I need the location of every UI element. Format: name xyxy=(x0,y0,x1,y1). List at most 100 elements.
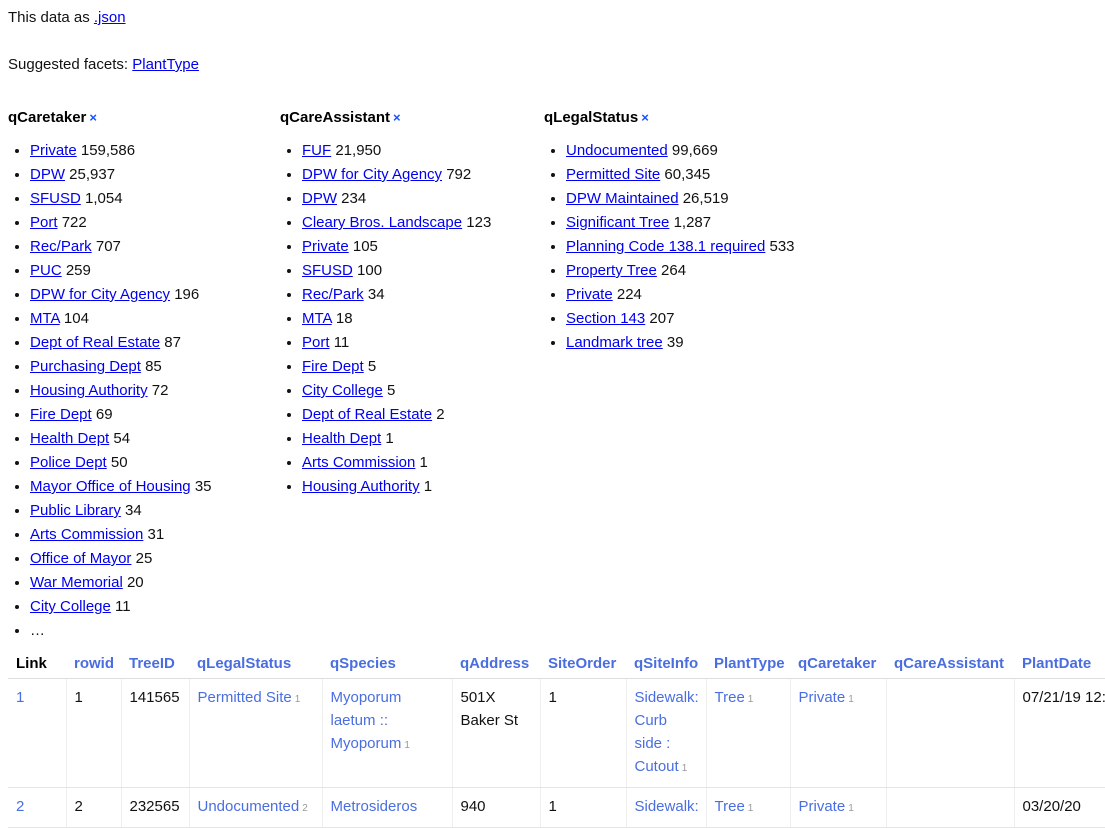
facet-item-count: 35 xyxy=(194,478,212,495)
facet-item-link[interactable]: Permitted Site xyxy=(566,166,661,183)
value-count: 2 xyxy=(302,803,308,814)
facet-item-link[interactable]: Port xyxy=(302,334,330,351)
facet-group-qcaretaker: qCaretaker× Private 159,586 DPW 25,937 S… xyxy=(8,108,278,643)
facet-item-link[interactable]: Undocumented xyxy=(566,142,668,159)
facet-item-count: 1,287 xyxy=(673,214,712,231)
facet-item: FUF 21,950 xyxy=(302,139,550,163)
facet-item-link[interactable]: Private xyxy=(302,238,349,255)
facet-item-link[interactable]: Rec/Park xyxy=(30,238,92,255)
facet-value-link[interactable]: Sidewalk: Curb side : Cutout xyxy=(634,689,699,775)
facet-item-link[interactable]: Private xyxy=(30,142,77,159)
facet-item-link[interactable]: Fire Dept xyxy=(302,358,364,375)
facet-item-link[interactable]: City College xyxy=(302,382,383,399)
column-header-qcareassistant[interactable]: qCareAssistant xyxy=(886,655,1014,679)
cell-rowid: 1 xyxy=(65,678,121,788)
facet-item-link[interactable]: War Memorial xyxy=(30,574,123,591)
facet-item-link[interactable]: Section 143 xyxy=(566,310,646,327)
facet-item-link[interactable]: Rec/Park xyxy=(302,286,364,303)
facet-item-link[interactable]: DPW xyxy=(30,166,65,183)
facet-item-link[interactable]: Property Tree xyxy=(566,262,657,279)
facet-item: Mayor Office of Housing 35 xyxy=(30,475,278,499)
facet-item-link[interactable]: Private xyxy=(566,286,613,303)
suggested-facet-planttype[interactable]: PlantType xyxy=(132,56,199,73)
facet-item-link[interactable]: Dept of Real Estate xyxy=(302,406,433,423)
facet-item: Undocumented 99,669 xyxy=(566,139,884,163)
column-header-qspecies[interactable]: qSpecies xyxy=(322,655,452,679)
facet-item-link[interactable]: DPW for City Agency xyxy=(30,286,171,303)
facet-item-count: 85 xyxy=(145,358,162,375)
facet-item-link[interactable]: DPW Maintained xyxy=(566,190,679,207)
row-link[interactable]: 1 xyxy=(16,689,25,706)
facet-item-link[interactable]: DPW for City Agency xyxy=(302,166,443,183)
facet-value-link[interactable]: Tree xyxy=(714,689,745,706)
column-header-qcaretaker[interactable]: qCaretaker xyxy=(790,655,886,679)
column-header-planttype[interactable]: PlantType xyxy=(706,655,790,679)
export-json-link[interactable]: .json xyxy=(93,9,126,26)
facet-item-link[interactable]: PUC xyxy=(30,262,62,279)
facet-item-link[interactable]: City College xyxy=(30,598,111,615)
facet-item-link[interactable]: MTA xyxy=(30,310,60,327)
cell-link: 1 xyxy=(8,678,66,788)
facet-item-count: 11 xyxy=(333,334,350,351)
facet-value-link[interactable]: Private xyxy=(798,689,846,706)
remove-facet-icon[interactable]: × xyxy=(393,110,401,125)
facet-item: Dept of Real Estate 2 xyxy=(302,403,550,427)
facet-item-link[interactable]: Health Dept xyxy=(302,430,382,447)
facet-item-link[interactable]: Cleary Bros. Landscape xyxy=(302,214,463,231)
facet-item-link[interactable]: Mayor Office of Housing xyxy=(30,478,191,495)
cell-qcareassistant xyxy=(885,678,1014,788)
column-header-qlegalstatus[interactable]: qLegalStatus xyxy=(189,655,322,679)
column-header-rowid[interactable]: rowid xyxy=(66,655,121,679)
facet-results: qCaretaker× Private 159,586 DPW 25,937 S… xyxy=(8,108,1105,639)
facet-item-link[interactable]: Planning Code 138.1 required xyxy=(566,238,766,255)
facet-item-link[interactable]: Purchasing Dept xyxy=(30,358,141,375)
column-header-treeid[interactable]: TreeID xyxy=(121,655,189,679)
cell-qaddress: 940 xyxy=(451,787,540,828)
results-table-container[interactable]: Link rowid TreeID qLegalStatus qSpecies … xyxy=(8,655,1105,828)
facet-item-count: 159,586 xyxy=(80,142,136,159)
facet-item-count: 207 xyxy=(649,310,675,327)
column-header-siteorder[interactable]: SiteOrder xyxy=(540,655,626,679)
facet-item-link[interactable]: Arts Commission xyxy=(302,454,416,471)
remove-facet-icon[interactable]: × xyxy=(89,110,97,125)
facet-item-link[interactable]: Health Dept xyxy=(30,430,110,447)
facet-item-link[interactable]: DPW xyxy=(302,190,337,207)
facet-name: qLegalStatus xyxy=(544,109,639,126)
facet-item-link[interactable]: Dept of Real Estate xyxy=(30,334,161,351)
facet-item: City College 11 xyxy=(30,595,278,619)
facet-item-link[interactable]: Housing Authority xyxy=(302,478,420,495)
facet-item-link[interactable]: Public Library xyxy=(30,502,121,519)
facet-item-link[interactable]: Office of Mayor xyxy=(30,550,132,567)
facet-item-link[interactable]: SFUSD xyxy=(30,190,81,207)
facet-item-link[interactable]: Housing Authority xyxy=(30,382,148,399)
remove-facet-icon[interactable]: × xyxy=(641,110,649,125)
facet-item: Public Library 34 xyxy=(30,499,278,523)
column-header-qaddress[interactable]: qAddress xyxy=(452,655,540,679)
facet-item: Section 143 207 xyxy=(566,307,884,331)
cell-qcareassistant xyxy=(885,787,1014,828)
column-header-plantdate[interactable]: PlantDate xyxy=(1014,655,1105,679)
facet-item: Property Tree 264 xyxy=(566,259,884,283)
facet-item: MTA 18 xyxy=(302,307,550,331)
facet-value-link[interactable]: Myoporum laetum :: Myoporum xyxy=(330,689,402,752)
column-header-link: Link xyxy=(8,655,66,679)
facet-item-link[interactable]: Arts Commission xyxy=(30,526,144,543)
facet-group-qcareassistant: qCareAssistant× FUF 21,950 DPW for City … xyxy=(280,108,550,499)
column-header-qsiteinfo[interactable]: qSiteInfo xyxy=(626,655,706,679)
facet-item-count: 264 xyxy=(661,262,687,279)
table-header-row: Link rowid TreeID qLegalStatus qSpecies … xyxy=(8,655,1105,679)
facet-value-link[interactable]: Permitted Site xyxy=(197,689,292,706)
facet-item-link[interactable]: Landmark tree xyxy=(566,334,663,351)
value-count: 1 xyxy=(747,694,754,705)
facet-item-count: 792 xyxy=(446,166,472,183)
facet-item-link[interactable]: FUF xyxy=(302,142,332,159)
facet-item-link[interactable]: Police Dept xyxy=(30,454,107,471)
facet-item-link[interactable]: SFUSD xyxy=(302,262,353,279)
facet-item-link[interactable]: MTA xyxy=(302,310,332,327)
facet-item-link[interactable]: Significant Tree xyxy=(566,214,670,231)
facet-item-link[interactable]: Fire Dept xyxy=(30,406,92,423)
facet-item-link[interactable]: Port xyxy=(30,214,58,231)
cell-qsiteinfo: Sidewalk: xyxy=(625,787,706,828)
facet-item-count: 707 xyxy=(95,238,121,255)
cell-planttype: Tree 1 xyxy=(705,787,790,828)
